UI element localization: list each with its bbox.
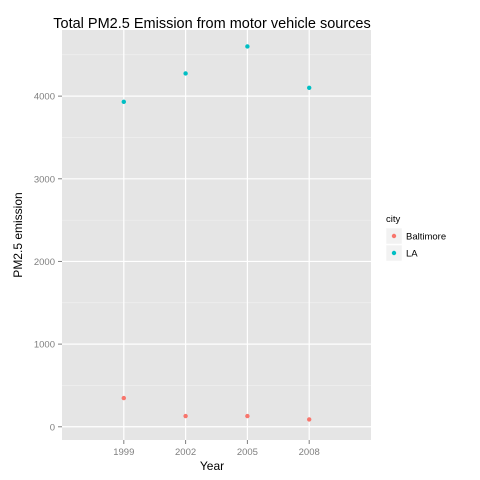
legend-key-baltimore <box>391 233 397 239</box>
legend-key-la <box>391 250 397 256</box>
data-point-la <box>307 85 312 90</box>
y-tick-label: 4000 <box>34 92 55 103</box>
data-point-la <box>245 44 250 49</box>
grid-major <box>62 30 371 440</box>
x-tick-label: 2005 <box>237 447 258 458</box>
data-point-baltimore <box>121 395 127 401</box>
legend-title: city <box>386 214 401 225</box>
y-tick-label: 3000 <box>34 174 55 185</box>
x-axis-ticks: 1999 2002 2005 2008 <box>113 440 320 458</box>
x-tick-label: 2008 <box>299 447 320 458</box>
chart-title: Total PM2.5 Emission from motor vehicle … <box>53 16 371 32</box>
data-point-baltimore <box>307 417 312 422</box>
y-axis-title: PM2.5 emission <box>11 192 25 277</box>
plot-panel <box>62 30 371 440</box>
y-tick-label: 2000 <box>34 257 55 268</box>
legend: city Baltimore LA <box>385 214 446 262</box>
data-point-baltimore <box>183 413 188 419</box>
legend-label-la: LA <box>406 249 418 260</box>
y-tick-label: 0 <box>50 422 55 433</box>
legend-label-baltimore: Baltimore <box>406 232 446 243</box>
data-point-la <box>121 99 127 105</box>
y-tick-label: 1000 <box>34 340 55 351</box>
x-axis-title: Year <box>200 459 224 473</box>
y-axis-ticks: 0 1000 2000 3000 4000 <box>34 92 62 433</box>
legend-items: Baltimore LA <box>385 227 446 262</box>
data-point-baltimore <box>245 413 250 419</box>
x-tick-label: 1999 <box>113 447 134 458</box>
x-tick-label: 2002 <box>175 447 196 458</box>
grid-minor <box>62 54 371 386</box>
data-points <box>121 44 312 422</box>
data-point-la <box>183 71 188 76</box>
